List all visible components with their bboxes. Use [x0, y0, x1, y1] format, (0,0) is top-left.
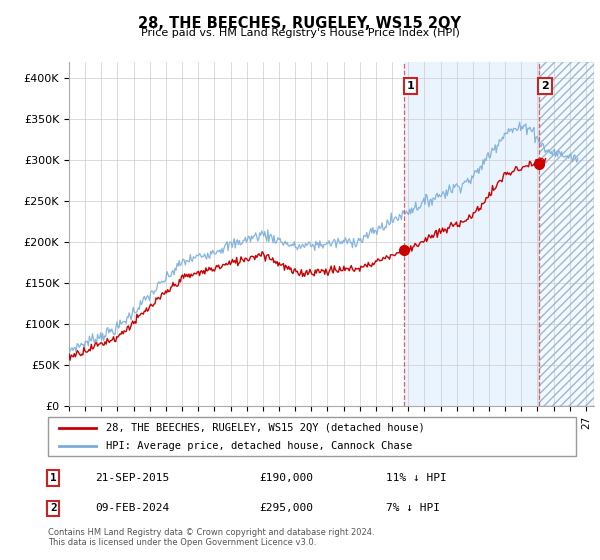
- Bar: [404, 62, 539, 406]
- Text: 2: 2: [50, 503, 56, 514]
- Text: £190,000: £190,000: [259, 473, 313, 483]
- Text: £295,000: £295,000: [259, 503, 313, 514]
- Bar: [539, 62, 594, 406]
- Text: 11% ↓ HPI: 11% ↓ HPI: [386, 473, 446, 483]
- Text: Contains HM Land Registry data © Crown copyright and database right 2024.
This d: Contains HM Land Registry data © Crown c…: [48, 528, 374, 548]
- Text: 1: 1: [407, 81, 415, 91]
- Text: 21-SEP-2015: 21-SEP-2015: [95, 473, 170, 483]
- Text: 28, THE BEECHES, RUGELEY, WS15 2QY: 28, THE BEECHES, RUGELEY, WS15 2QY: [139, 16, 461, 31]
- FancyBboxPatch shape: [48, 417, 576, 456]
- Bar: [539, 62, 594, 406]
- Text: 2: 2: [541, 81, 549, 91]
- Text: HPI: Average price, detached house, Cannock Chase: HPI: Average price, detached house, Cann…: [106, 441, 412, 451]
- Text: Price paid vs. HM Land Registry's House Price Index (HPI): Price paid vs. HM Land Registry's House …: [140, 28, 460, 38]
- Text: 28, THE BEECHES, RUGELEY, WS15 2QY (detached house): 28, THE BEECHES, RUGELEY, WS15 2QY (deta…: [106, 423, 425, 433]
- Text: 1: 1: [50, 473, 56, 483]
- Text: 09-FEB-2024: 09-FEB-2024: [95, 503, 170, 514]
- Text: 7% ↓ HPI: 7% ↓ HPI: [386, 503, 440, 514]
